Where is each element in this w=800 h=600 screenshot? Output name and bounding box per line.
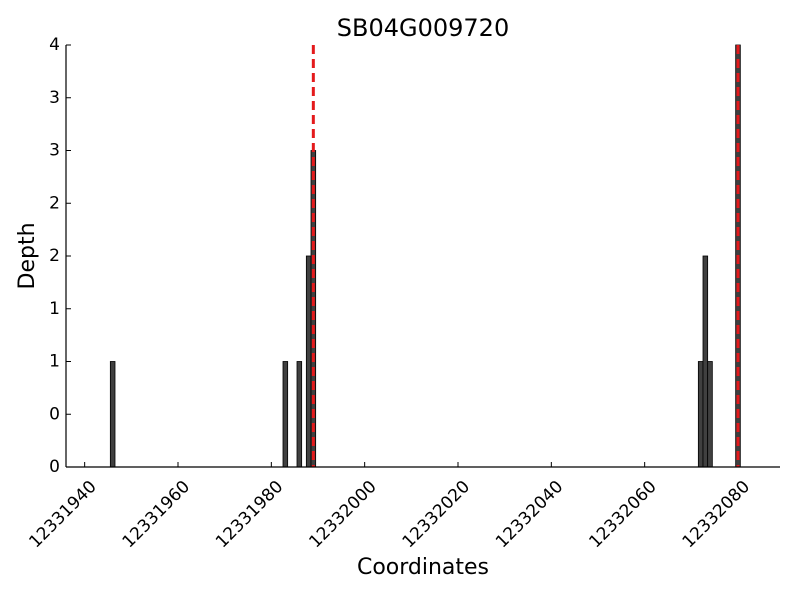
x-tick-label: 12332060 bbox=[585, 477, 660, 552]
bar bbox=[296, 361, 303, 468]
x-tick-label: 12332000 bbox=[305, 477, 380, 552]
bar bbox=[310, 150, 317, 468]
bar bbox=[305, 255, 312, 468]
x-tick-label: 12331980 bbox=[212, 477, 287, 552]
y-tick-label: 0 bbox=[49, 404, 60, 424]
y-axis-label: Depth bbox=[15, 222, 40, 289]
x-tick-label: 12332040 bbox=[492, 477, 567, 552]
bar bbox=[702, 255, 709, 468]
bar bbox=[697, 361, 704, 468]
y-tick-label: 1 bbox=[49, 352, 60, 372]
y-tick-label: 2 bbox=[49, 246, 60, 266]
chart-title: SB04G009720 bbox=[337, 14, 509, 42]
y-tick-label: 0 bbox=[49, 457, 60, 477]
x-tick-label: 12332080 bbox=[679, 477, 754, 552]
x-tick-label: 12332020 bbox=[399, 477, 474, 552]
x-tick-label: 12331960 bbox=[119, 477, 194, 552]
x-tick-label: 12331940 bbox=[25, 477, 100, 552]
y-tick-label: 2 bbox=[49, 193, 60, 213]
bar bbox=[707, 361, 713, 468]
bar bbox=[282, 361, 289, 468]
y-tick-label: 3 bbox=[49, 141, 60, 161]
x-axis-label: Coordinates bbox=[357, 555, 489, 580]
y-tick-label: 3 bbox=[49, 88, 60, 108]
bar bbox=[109, 361, 116, 468]
y-tick-label: 1 bbox=[49, 299, 60, 319]
y-tick-label: 4 bbox=[49, 35, 60, 55]
